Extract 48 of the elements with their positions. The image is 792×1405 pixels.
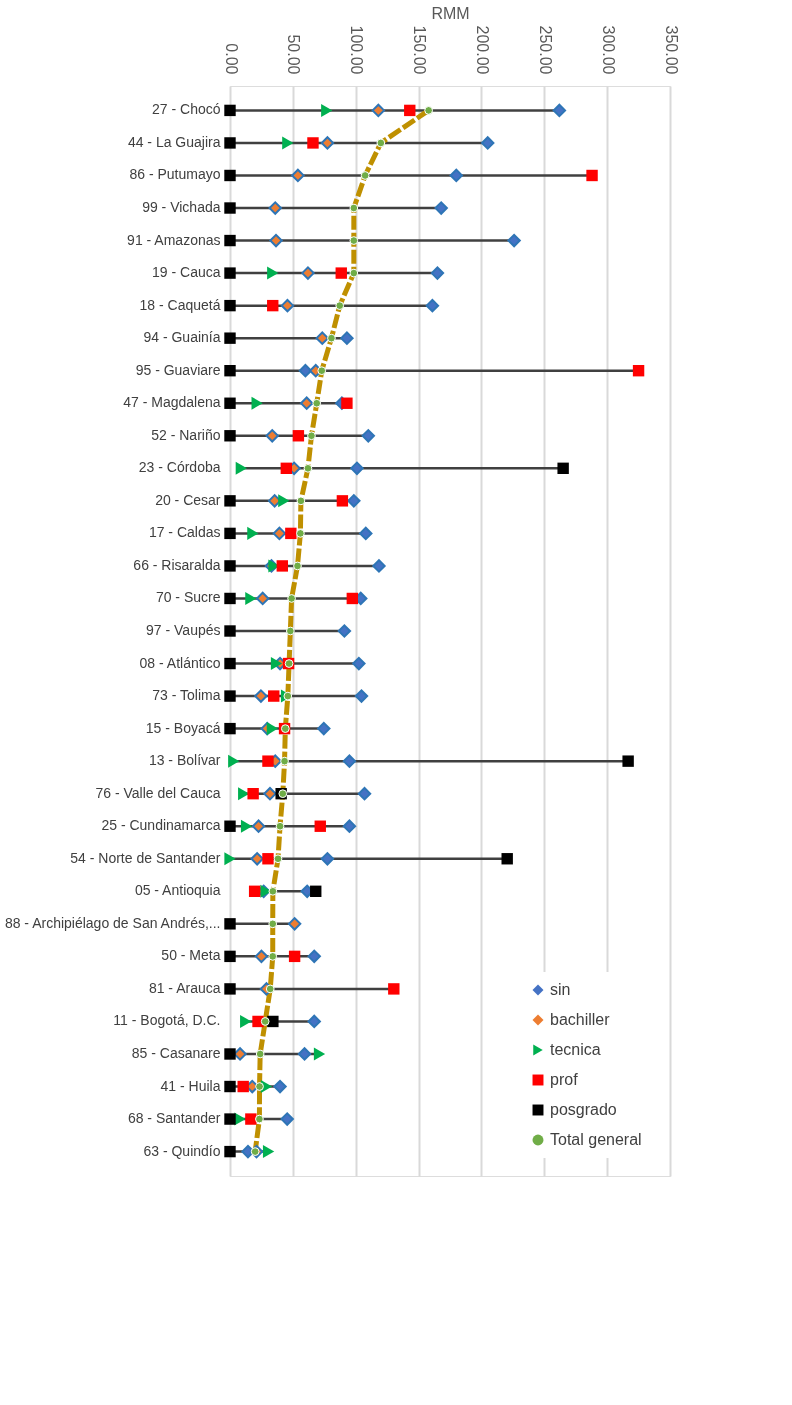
y-tick-label: 19 - Cauca [152, 264, 221, 281]
x-axis-title: RMM [431, 4, 470, 22]
y-tick-label: 18 - Caquetá [139, 296, 221, 313]
x-tick-label: 350.00 [662, 25, 680, 75]
legend-label: Total general [550, 1131, 642, 1148]
y-tick-label: 85 - Casanare [131, 1044, 221, 1061]
x-tick-label: 50.00 [285, 34, 303, 75]
y-tick-label: 44 - La Guajira [127, 133, 221, 150]
x-tick-label: 150.00 [411, 25, 429, 75]
y-tick-label: 08 - Atlántico [139, 654, 221, 671]
y-tick-label: 05 - Antioquia [134, 882, 221, 899]
y-tick-label: 91 - Amazonas [127, 231, 221, 248]
y-tick-label: 99 - Vichada [142, 199, 221, 216]
x-tick-label: 100.00 [348, 25, 366, 75]
y-tick-label: 95 - Guaviare [135, 361, 221, 378]
y-tick-label: 23 - Córdoba [138, 459, 221, 476]
x-tick-label: 300.00 [599, 25, 617, 75]
y-tick-label: 68 - Santander [127, 1110, 221, 1127]
y-tick-label: 47 - Magdalena [123, 394, 221, 411]
legend-label: bachiller [550, 1011, 611, 1028]
legend-label: posgrado [550, 1101, 617, 1118]
y-tick-label: 41 - Huila [160, 1077, 221, 1094]
legend-label: sin [550, 981, 571, 998]
y-tick-label: 13 - Bolívar [148, 752, 221, 769]
y-tick-label: 76 - Valle del Cauca [95, 784, 221, 801]
y-tick-label: 25 - Cundinamarca [101, 817, 221, 834]
y-tick-label: 97 - Vaupés [146, 622, 221, 638]
y-tick-label: 94 - Guainía [143, 329, 221, 346]
y-tick-label: 11 - Bogotá, D.C. [113, 1012, 221, 1029]
x-tick-label: 200.00 [473, 25, 491, 75]
y-tick-label: 15 - Boyacá [145, 719, 221, 736]
y-tick-label: 66 - Risaralda [133, 556, 221, 573]
legend-label: prof [550, 1071, 579, 1088]
y-tick-label: 63 - Quindío [143, 1142, 221, 1159]
y-tick-label: 17 - Caldas [148, 524, 221, 541]
y-tick-label: 73 - Tolima [152, 687, 221, 704]
y-tick-label: 70 - Sucre [155, 589, 221, 606]
y-tick-label: 86 - Putumayo [129, 166, 221, 183]
y-tick-label: 54 - Norte de Santander [70, 849, 221, 866]
y-tick-label: 50 - Meta [161, 947, 221, 964]
x-tick-label: 0.00 [222, 43, 240, 75]
y-tick-label: 20 - Cesar [155, 491, 221, 508]
y-tick-label: 88 - Archipiélago de San Andrés,... [4, 914, 221, 931]
y-tick-label: 27 - Chocó [152, 101, 221, 118]
x-tick-label: 250.00 [536, 25, 554, 75]
legend-label: tecnica [550, 1041, 601, 1058]
y-tick-label: 52 - Nariño [151, 426, 221, 443]
y-tick-label: 81 - Arauca [148, 979, 221, 996]
